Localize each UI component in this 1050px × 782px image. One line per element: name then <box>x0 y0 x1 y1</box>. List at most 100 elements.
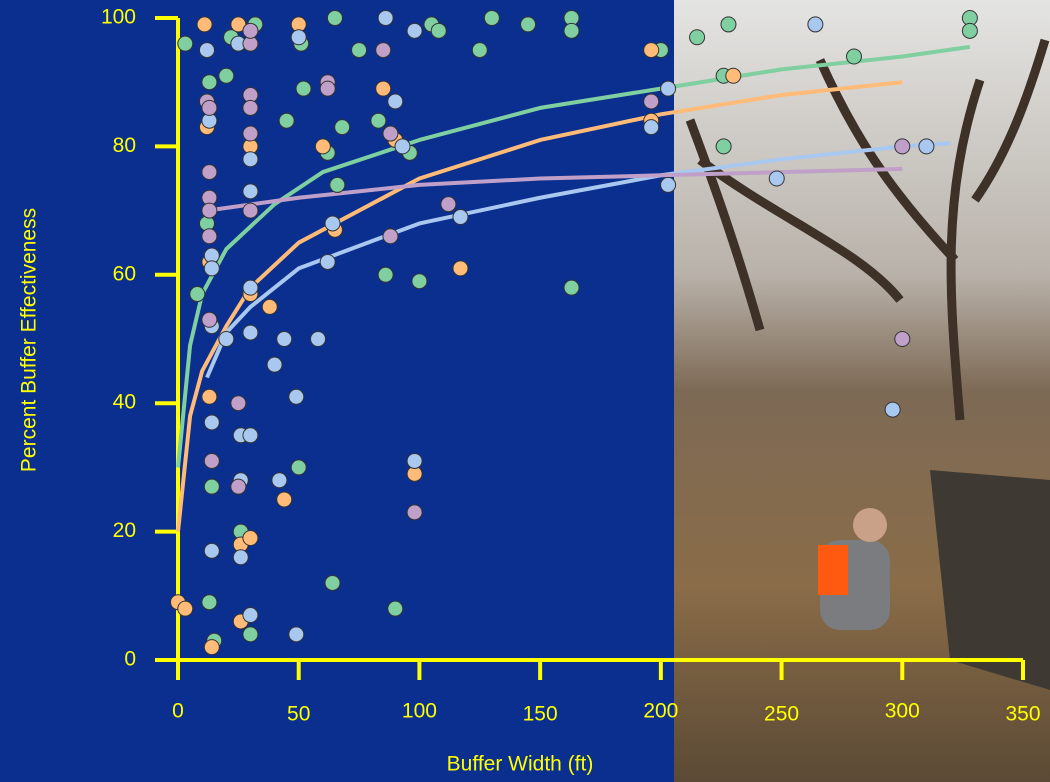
data-point <box>291 30 306 45</box>
data-point <box>202 389 217 404</box>
data-point <box>279 113 294 128</box>
data-point <box>243 100 258 115</box>
data-point <box>376 43 391 58</box>
data-point <box>204 261 219 276</box>
data-point <box>453 261 468 276</box>
data-point <box>962 23 977 38</box>
data-point <box>202 165 217 180</box>
x-tick-label: 0 <box>172 700 184 723</box>
y-tick-label: 100 <box>101 6 136 29</box>
y-tick-label: 0 <box>124 648 136 671</box>
data-point <box>564 280 579 295</box>
data-point <box>178 36 193 51</box>
x-tick-label: 50 <box>287 703 310 726</box>
data-point <box>243 23 258 38</box>
data-point <box>202 75 217 90</box>
data-point <box>202 595 217 610</box>
data-point <box>204 543 219 558</box>
data-point <box>726 68 741 83</box>
data-point <box>847 49 862 64</box>
data-point <box>202 203 217 218</box>
data-point <box>243 280 258 295</box>
data-point <box>320 254 335 269</box>
data-point <box>769 171 784 186</box>
data-point <box>431 23 446 38</box>
data-point <box>644 120 659 135</box>
data-point <box>262 299 277 314</box>
data-point <box>233 550 248 565</box>
data-point <box>325 575 340 590</box>
data-point <box>315 139 330 154</box>
data-point <box>190 287 205 302</box>
data-point <box>412 274 427 289</box>
data-point <box>202 312 217 327</box>
data-point <box>243 428 258 443</box>
y-tick-label: 60 <box>113 262 136 285</box>
data-point <box>231 479 246 494</box>
data-point <box>335 120 350 135</box>
data-point <box>204 479 219 494</box>
data-point <box>919 139 934 154</box>
x-tick-label: 350 <box>1005 703 1040 726</box>
data-point <box>243 531 258 546</box>
x-tick-label: 300 <box>885 700 920 723</box>
data-point <box>564 23 579 38</box>
data-point <box>644 43 659 58</box>
y-tick-label: 20 <box>113 519 136 542</box>
data-point <box>289 389 304 404</box>
photo <box>674 0 1050 782</box>
data-point <box>378 11 393 26</box>
data-point <box>371 113 386 128</box>
data-point <box>808 17 823 32</box>
data-point <box>330 177 345 192</box>
data-point <box>289 627 304 642</box>
x-tick-label: 100 <box>402 700 437 723</box>
y-tick-label: 80 <box>113 134 136 157</box>
data-point <box>243 126 258 141</box>
data-point <box>325 216 340 231</box>
data-point <box>484 11 499 26</box>
data-point <box>376 81 391 96</box>
data-point <box>716 139 731 154</box>
data-point <box>395 139 410 154</box>
page: 0 20 40 60 80 100 0 50 100 150 200 250 300 350 Buffer… <box>0 0 1050 782</box>
data-point <box>383 126 398 141</box>
data-point <box>388 601 403 616</box>
data-point <box>243 203 258 218</box>
data-point <box>243 627 258 642</box>
x-tick-label: 150 <box>523 703 558 726</box>
x-axis-label: Buffer Width (ft) <box>447 753 594 776</box>
data-point <box>243 152 258 167</box>
data-point <box>178 601 193 616</box>
data-point <box>327 11 342 26</box>
data-point <box>199 43 214 58</box>
data-point <box>441 197 456 212</box>
data-point <box>895 332 910 347</box>
data-point <box>383 229 398 244</box>
data-point <box>407 453 422 468</box>
data-point <box>885 402 900 417</box>
data-point <box>296 81 311 96</box>
x-tick-label: 200 <box>643 700 678 723</box>
data-point <box>661 177 676 192</box>
data-point <box>378 267 393 282</box>
data-point <box>690 30 705 45</box>
data-point <box>272 473 287 488</box>
y-axis-label: Percent Buffer Effectiveness <box>18 208 41 472</box>
data-point <box>895 139 910 154</box>
data-point <box>202 100 217 115</box>
data-point <box>202 229 217 244</box>
data-point <box>352 43 367 58</box>
data-point <box>204 453 219 468</box>
data-point <box>277 332 292 347</box>
chart: 0 20 40 60 80 100 0 50 100 150 200 250 300 350 Buffer… <box>0 0 1050 782</box>
data-point <box>721 17 736 32</box>
data-point <box>243 184 258 199</box>
data-point <box>407 23 422 38</box>
data-point <box>407 505 422 520</box>
y-tick-label: 40 <box>113 391 136 414</box>
data-point <box>277 492 292 507</box>
x-tick-label: 250 <box>764 703 799 726</box>
data-point <box>320 81 335 96</box>
data-point <box>197 17 212 32</box>
